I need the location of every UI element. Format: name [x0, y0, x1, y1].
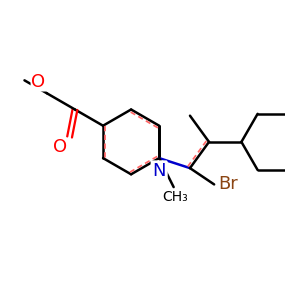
Text: O: O — [53, 138, 67, 156]
Text: O: O — [32, 73, 46, 91]
Text: CH₃: CH₃ — [162, 190, 188, 204]
Text: Br: Br — [218, 176, 238, 194]
Text: N: N — [152, 162, 166, 180]
